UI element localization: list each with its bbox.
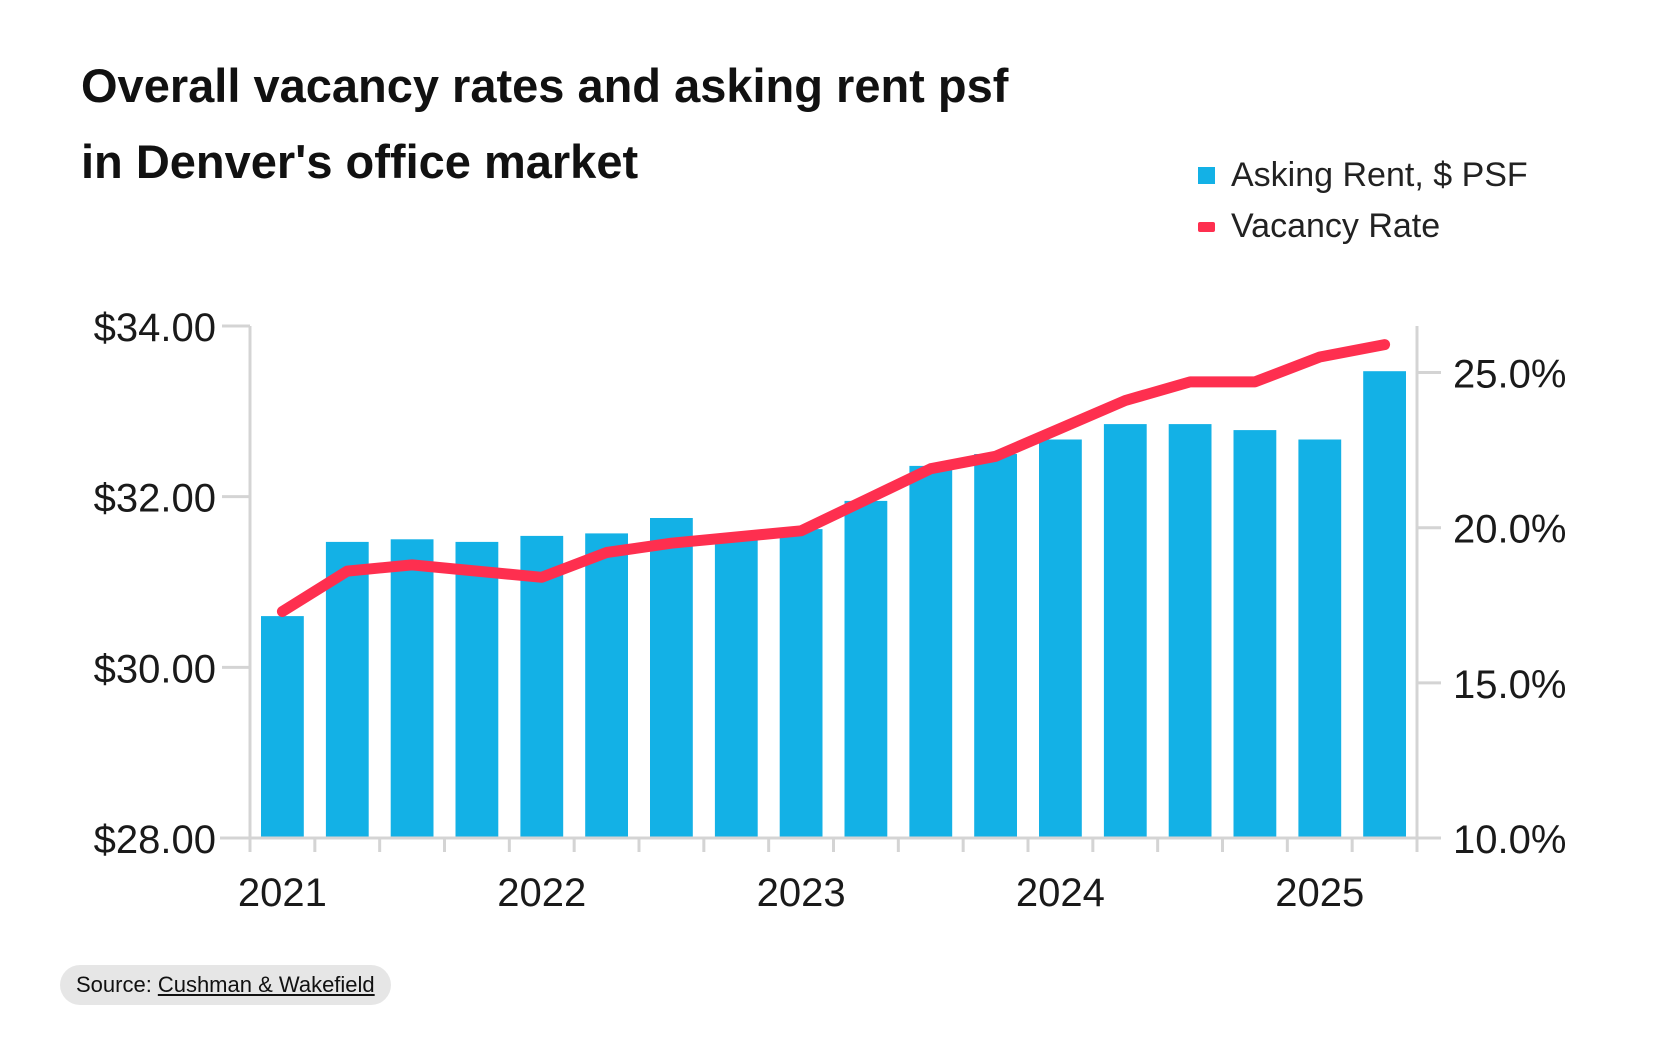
legend-swatch-asking-rent bbox=[1198, 167, 1215, 184]
bar-asking-rent-12 bbox=[974, 454, 1017, 838]
source-note: Source: Cushman & Wakefield bbox=[60, 965, 391, 1005]
chart-title: Overall vacancy rates and asking rent ps… bbox=[81, 48, 1231, 200]
legend-label-asking-rent: Asking Rent, $ PSF bbox=[1231, 156, 1528, 194]
x-tick-label-2022: 2022 bbox=[497, 871, 586, 915]
vacancy-rate-line bbox=[276, 339, 1391, 617]
y-right-tick-label-2: 20.0% bbox=[1453, 508, 1566, 552]
bar-asking-rent-6 bbox=[585, 533, 628, 838]
bar-asking-rent-2 bbox=[325, 541, 369, 838]
chart-title-line-1: Overall vacancy rates and asking rent ps… bbox=[81, 59, 1009, 112]
y-right-tick-label-1: 15.0% bbox=[1453, 663, 1566, 707]
bar-asking-rent-11 bbox=[909, 465, 953, 838]
legend-swatch-vacancy-rate bbox=[1198, 221, 1215, 232]
bar-asking-rent-3 bbox=[390, 539, 434, 838]
bar-asking-rent-16 bbox=[1233, 430, 1277, 838]
bar-asking-rent-9 bbox=[779, 529, 823, 838]
source-prefix: Source: bbox=[76, 972, 152, 997]
x-tick-label-2024: 2024 bbox=[1016, 871, 1105, 915]
y-right-tick-label-0: 10.0% bbox=[1453, 818, 1566, 862]
x-tick-label-2025: 2025 bbox=[1275, 871, 1364, 915]
x-tick-label-2023: 2023 bbox=[757, 871, 846, 915]
y-left-tick-label-1: $30.00 bbox=[94, 647, 216, 691]
legend: Asking Rent, $ PSF Vacancy Rate bbox=[1198, 150, 1528, 252]
bar-asking-rent-10 bbox=[844, 500, 888, 838]
bars-asking-rent bbox=[261, 371, 1406, 838]
line-vacancy-rate bbox=[276, 339, 1391, 617]
bar-asking-rent-18 bbox=[1363, 371, 1406, 838]
bar-asking-rent-5 bbox=[520, 535, 564, 838]
bar-asking-rent-7 bbox=[650, 518, 693, 838]
y-left-tick-label-2: $32.00 bbox=[94, 477, 216, 521]
bar-asking-rent-8 bbox=[714, 535, 758, 838]
bar-asking-rent-13 bbox=[1039, 439, 1082, 838]
bar-asking-rent-4 bbox=[455, 541, 499, 838]
x-tick-label-2021: 2021 bbox=[238, 871, 327, 915]
y-left-tick-label-3: $34.00 bbox=[94, 306, 216, 350]
bar-asking-rent-1 bbox=[261, 616, 304, 838]
axes: $28.00 $30.00 $32.00 $34.00 10.0% 15.0% 20.0% 2… bbox=[94, 306, 1567, 915]
legend-label-vacancy-rate: Vacancy Rate bbox=[1231, 207, 1441, 245]
bar-asking-rent-17 bbox=[1298, 439, 1342, 838]
legend-item-asking-rent: Asking Rent, $ PSF bbox=[1198, 150, 1528, 201]
chart-title-line-2: in Denver's office market bbox=[81, 135, 639, 188]
y-left-tick-label-0: $28.00 bbox=[94, 818, 216, 862]
bar-asking-rent-14 bbox=[1103, 424, 1147, 838]
legend-item-vacancy-rate: Vacancy Rate bbox=[1198, 201, 1528, 252]
y-right-tick-label-3: 25.0% bbox=[1453, 353, 1566, 397]
bar-asking-rent-15 bbox=[1168, 424, 1212, 838]
source-link[interactable]: Cushman & Wakefield bbox=[157, 972, 375, 997]
